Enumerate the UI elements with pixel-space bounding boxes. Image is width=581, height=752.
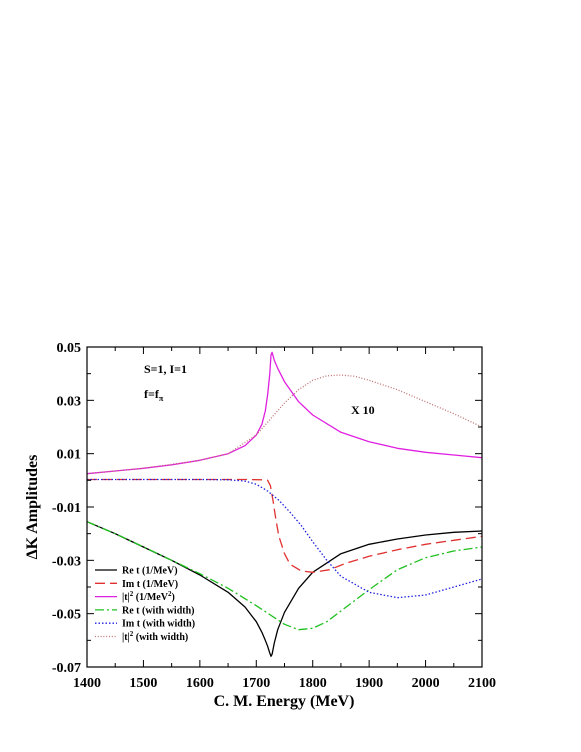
series-line-3 xyxy=(86,351,483,475)
x-tick-label: 2000 xyxy=(412,676,440,691)
annotation-coupling: f=fπ xyxy=(144,387,164,403)
x-axis-title: C. M. Energy (MeV) xyxy=(214,693,355,710)
series-line-4 xyxy=(86,521,483,631)
plot-curves xyxy=(86,351,483,657)
x-tick-label: 1700 xyxy=(242,676,270,691)
x-tick-label: 2100 xyxy=(468,676,496,691)
series-line-5 xyxy=(87,478,483,599)
y-tick-label: -0.01 xyxy=(52,501,81,516)
series-line-2 xyxy=(87,478,483,573)
series-line-1 xyxy=(86,521,483,657)
x-tick-label: 1900 xyxy=(355,676,383,691)
legend-item: |t|2 (with width) xyxy=(95,630,188,643)
legend-label: |t|2 (with width) xyxy=(122,630,188,643)
annotation-quantum-numbers: S=1, I=1 xyxy=(144,362,187,376)
annotation-coupling-base: f=f xyxy=(144,387,160,401)
legend-item: Im t (with width) xyxy=(95,619,195,630)
axis-ticks xyxy=(86,346,483,668)
y-tick-label: -0.07 xyxy=(52,661,81,676)
x-tick-label: 1800 xyxy=(299,676,327,691)
legend: Re t (1/MeV) Im t (1/MeV)|t|2 (1/MeV2) Re … xyxy=(95,566,195,643)
y-tick-label: 0.05 xyxy=(57,341,82,356)
x-tick-label: 1400 xyxy=(73,676,101,691)
series-line-6 xyxy=(86,374,483,475)
y-axis-title: ΔK Amplitudes xyxy=(24,455,41,560)
legend-label: Re t (with width) xyxy=(122,605,195,616)
legend-label: |t|2 (1/MeV2) xyxy=(122,590,175,603)
annotation-scale-factor: X 10 xyxy=(351,403,375,417)
y-tick-label: 0.01 xyxy=(57,448,82,463)
legend-item: Im t (1/MeV) xyxy=(95,579,178,590)
y-tick-label: -0.05 xyxy=(52,608,81,623)
y-tick-label: 0.03 xyxy=(57,394,82,409)
legend-item: Re t (with width) xyxy=(95,605,195,616)
x-tick-label: 1500 xyxy=(129,676,157,691)
legend-label: Re t (1/MeV) xyxy=(122,566,178,577)
y-tick-label: -0.03 xyxy=(52,554,81,569)
annotation-coupling-sub: π xyxy=(159,394,164,403)
legend-item: Re t (1/MeV) xyxy=(95,566,178,577)
tick-labels: 1400 1500 1600 1700 1800 1900 2000 2100 0.05 0.03… xyxy=(52,341,496,691)
x-tick-label: 1600 xyxy=(186,676,214,691)
legend-label: Im t (with width) xyxy=(122,619,195,630)
legend-label: Im t (1/MeV) xyxy=(122,579,178,590)
legend-item: |t|2 (1/MeV2) xyxy=(95,590,175,603)
